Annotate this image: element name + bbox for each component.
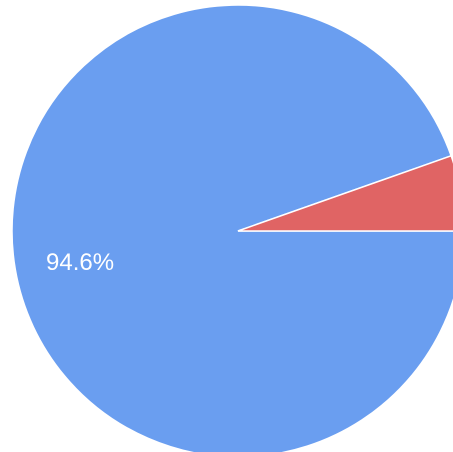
pie-slice-small [237, 154, 453, 232]
pie-slice-large [11, 4, 453, 452]
pie-labels: 94.6% [46, 249, 114, 276]
pie-slice-large-label: 94.6% [46, 249, 114, 276]
pie-slices [11, 4, 453, 452]
